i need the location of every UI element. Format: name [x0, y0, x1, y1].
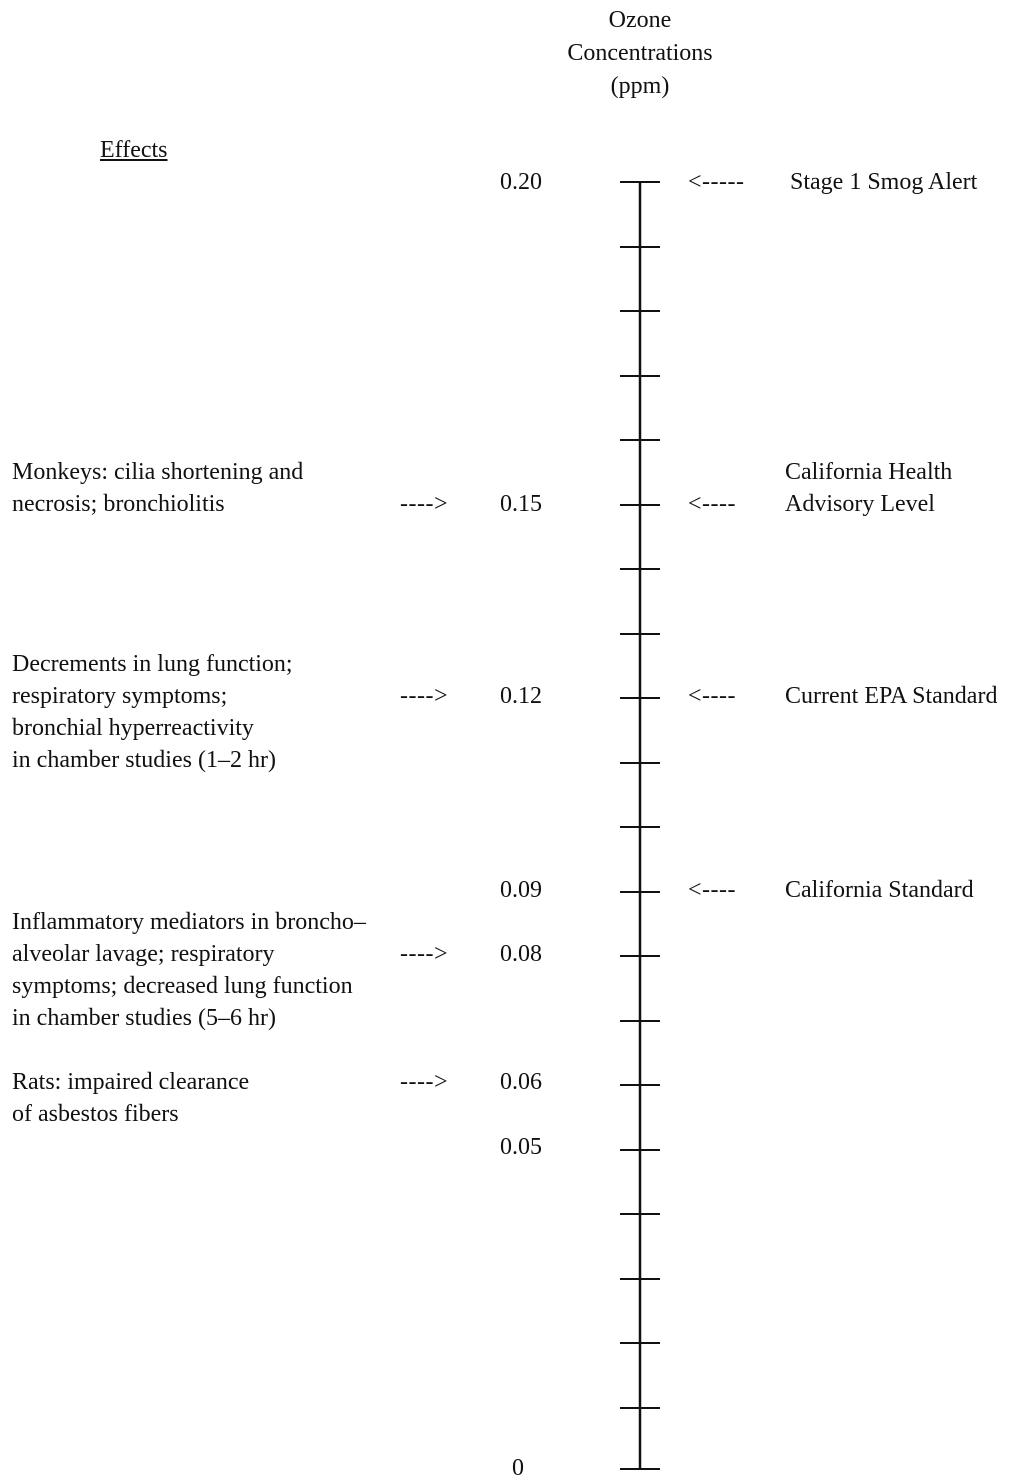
label-ca-health-line1: California Health	[785, 459, 953, 485]
label-smog-alert: Stage 1 Smog Alert	[790, 169, 978, 195]
effect-inflammatory-line3: symptoms; decreased lung function	[12, 973, 353, 999]
axis-title: Ozone Concentrations (ppm)	[540, 4, 740, 103]
effect-rats: Rats: impaired clearance of asbestos fib…	[12, 1066, 249, 1130]
tick-label-0-09: 0.09	[500, 877, 542, 903]
effect-monkeys: Monkeys: cilia shortening and necrosis; …	[12, 456, 303, 520]
arrow-inflammatory: ---->	[400, 941, 449, 967]
concentration-scale	[620, 181, 660, 1470]
effect-monkeys-line2: necrosis; bronchiolitis	[12, 491, 225, 517]
tick-label-0-15: 0.15	[500, 491, 542, 517]
axis-title-line2: Concentrations	[567, 40, 713, 66]
arrow-smog-alert: <-----	[688, 169, 745, 195]
effect-lung-function: Decrements in lung function; respiratory…	[12, 648, 293, 776]
arrow-epa: <----	[688, 683, 737, 709]
effect-monkeys-line1: Monkeys: cilia shortening and	[12, 459, 304, 485]
effect-rats-line1: Rats: impaired clearance	[12, 1069, 250, 1095]
arrow-rats: ---->	[400, 1069, 449, 1095]
effect-inflammatory-line1: Inflammatory mediators in broncho–	[12, 909, 366, 935]
effect-lung-function-line3: bronchial hyperreactivity	[12, 715, 254, 741]
arrow-ca-health: <----	[688, 491, 737, 517]
tick-label-0-06: 0.06	[500, 1069, 542, 1095]
effect-inflammatory-line4: in chamber studies (5–6 hr)	[12, 1005, 276, 1031]
tick-label-0-05: 0.05	[500, 1134, 542, 1160]
axis-title-line1: Ozone	[608, 7, 672, 33]
arrow-lung-function: ---->	[400, 683, 449, 709]
effect-rats-line2: of asbestos fibers	[12, 1101, 179, 1127]
effect-inflammatory: Inflammatory mediators in broncho– alveo…	[12, 906, 366, 1034]
tick-label-0-20: 0.20	[500, 169, 542, 195]
effect-lung-function-line1: Decrements in lung function;	[12, 651, 293, 677]
label-ca-health-line2: Advisory Level	[785, 491, 935, 517]
tick-label-0-12: 0.12	[500, 683, 542, 709]
scale-ticks	[620, 181, 660, 1470]
effects-heading: Effects	[100, 137, 168, 163]
arrow-ca-standard: <----	[688, 877, 737, 903]
tick-label-0-08: 0.08	[500, 941, 542, 967]
label-epa-standard: Current EPA Standard	[785, 683, 998, 709]
effect-lung-function-line4: in chamber studies (1–2 hr)	[12, 747, 276, 773]
arrow-monkeys: ---->	[400, 491, 449, 517]
effect-lung-function-line2: respiratory symptoms;	[12, 683, 228, 709]
label-ca-standard: California Standard	[785, 877, 974, 903]
effect-inflammatory-line2: alveolar lavage; respiratory	[12, 941, 275, 967]
axis-title-line3: (ppm)	[610, 73, 670, 99]
tick-label-0: 0	[512, 1455, 524, 1481]
